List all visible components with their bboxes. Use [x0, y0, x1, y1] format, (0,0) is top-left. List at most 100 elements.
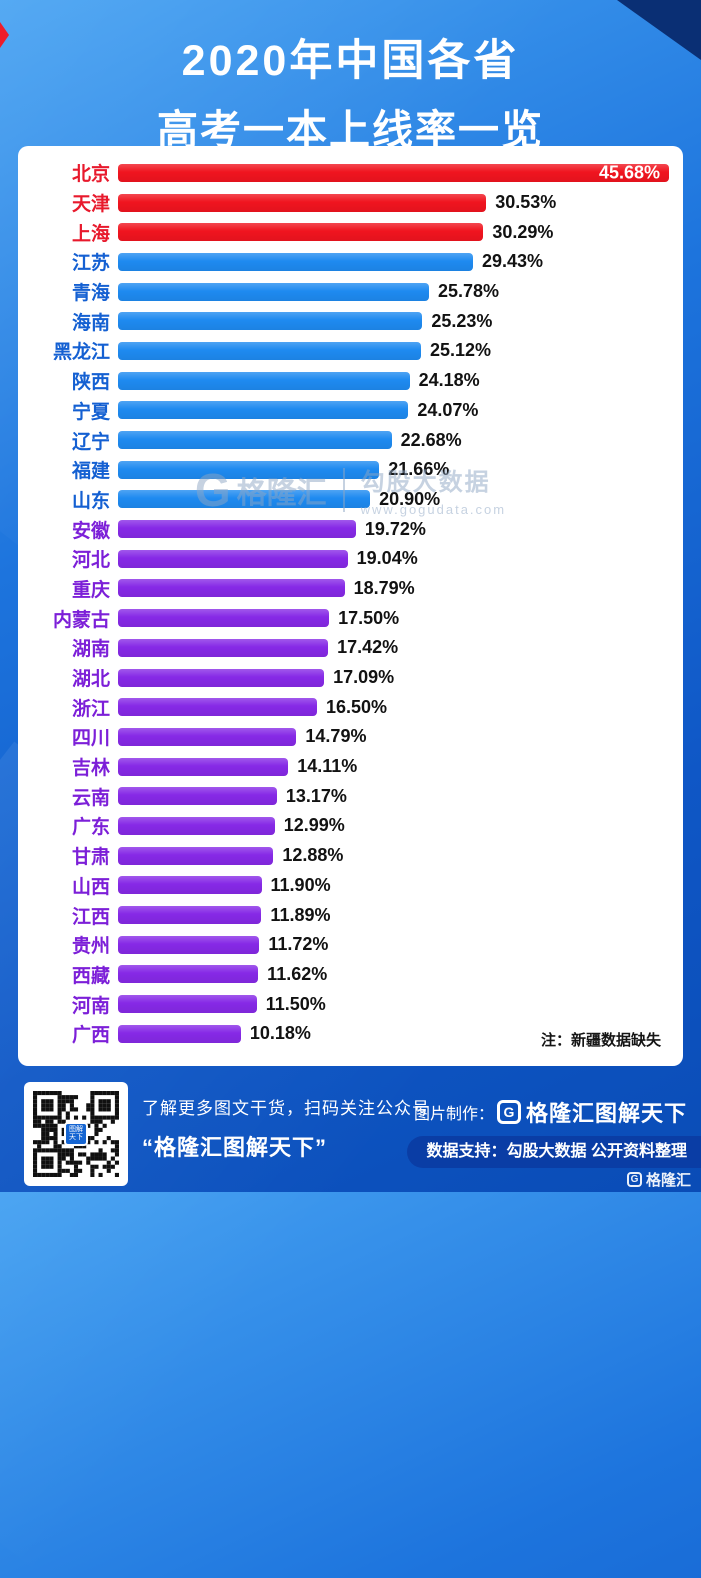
value-label: 17.42% [337, 637, 399, 658]
bar [118, 252, 473, 271]
bar-track: 10.18% [118, 1023, 669, 1044]
province-label: 河北 [71, 550, 110, 572]
chart-row: 海南 25.23% [18, 306, 683, 336]
chart-row: 内蒙古 17.50% [18, 603, 683, 633]
qr-code: 图解天下 [24, 1082, 128, 1186]
value-label: 17.09% [333, 667, 395, 688]
bar [118, 460, 380, 479]
bar [118, 549, 348, 568]
province-label: 重庆 [71, 579, 110, 601]
province-label: 海南 [71, 312, 110, 334]
bar-track: 29.43% [118, 251, 669, 272]
province-label: 安徽 [71, 520, 110, 542]
province-label: 山东 [71, 490, 110, 512]
bar [118, 609, 330, 628]
bar [118, 787, 277, 806]
chart-row: 天津 30.53% [18, 188, 683, 218]
qr-center-logo: 图解天下 [64, 1122, 88, 1146]
value-label: 11.90% [270, 874, 331, 895]
bar-track: 14.79% [118, 726, 669, 747]
chart-row: 安徽 19.72% [18, 514, 683, 544]
bar [118, 935, 260, 954]
bar [118, 638, 329, 657]
bar [118, 846, 274, 865]
value-label: 14.79% [305, 726, 367, 747]
bar-track: 11.62% [118, 964, 669, 985]
qr-caption-brand: “格隆汇图解天下” [142, 1135, 328, 1160]
bar [118, 371, 410, 390]
chart-row: 广东 12.99% [18, 811, 683, 841]
value-label: 12.99% [283, 815, 345, 836]
value-label: 10.18% [249, 1023, 311, 1044]
qr-caption-line1: 了解更多图文干货，扫码关注公众号 [142, 1099, 430, 1118]
chart-row: 云南 13.17% [18, 781, 683, 811]
chart-row: 湖南 17.42% [18, 633, 683, 663]
value-label: 24.18% [418, 370, 480, 391]
value-label: 16.50% [326, 696, 388, 717]
chart-row: 北京 45.68% [18, 158, 683, 188]
value-label: 12.88% [282, 845, 344, 866]
bar [118, 401, 409, 420]
bar [118, 995, 257, 1014]
data-support-badge: 数据支持：勾股大数据 公开资料整理 [406, 1136, 701, 1168]
chart-row: 山东 20.90% [18, 485, 683, 515]
province-label: 四川 [71, 728, 110, 750]
province-label: 上海 [71, 223, 110, 245]
province-label: 西藏 [71, 965, 110, 987]
value-label: 25.12% [429, 340, 492, 361]
province-label: 贵州 [71, 936, 110, 958]
credit-label: 图片制作： [413, 1106, 494, 1123]
bar-track: 24.07% [118, 400, 669, 421]
value-label: 19.72% [364, 518, 426, 539]
chart-row: 黑龙江 25.12% [18, 336, 683, 366]
chart-row: 宁夏 24.07% [18, 396, 683, 426]
chart-card: 北京 45.68% 天津 30.53% 上海 30.29% 江苏 29.43% 青海 25.78%… [18, 146, 683, 1066]
chart-row: 江西 11.89% [18, 900, 683, 930]
value-label: 11.50% [265, 993, 326, 1014]
qr-code-svg [33, 1091, 119, 1182]
province-label: 内蒙古 [52, 609, 110, 631]
chart-row: 甘肃 12.88% [18, 841, 683, 871]
bar [118, 490, 371, 509]
bar-track: 18.79% [118, 578, 669, 599]
bar-track: 17.50% [118, 608, 669, 629]
value-label: 11.89% [270, 904, 331, 925]
gelonghui-logo-icon: G [626, 1172, 642, 1187]
credit-line: 图片制作： G 格隆汇图解天下 [414, 1096, 687, 1128]
province-label: 天津 [71, 194, 110, 216]
bar-track: 11.90% [118, 875, 669, 896]
bar-track: 14.11% [118, 756, 669, 777]
bar [118, 876, 262, 895]
chart-row: 四川 14.79% [18, 722, 683, 752]
value-label: 25.78% [437, 281, 500, 302]
province-label: 江西 [71, 906, 110, 928]
bar-track: 17.42% [118, 637, 669, 658]
province-label: 云南 [71, 787, 110, 809]
province-label: 湖南 [71, 639, 110, 661]
bar-track: 20.90% [118, 489, 669, 510]
province-label: 吉林 [71, 758, 110, 780]
title-line-1: 2020年中国各省 [181, 37, 520, 85]
chart-row: 西藏 11.62% [18, 960, 683, 990]
value-label: 45.68% [598, 162, 660, 183]
bar [118, 965, 259, 984]
bar [118, 1024, 241, 1043]
chart-row: 河南 11.50% [18, 989, 683, 1019]
corner-accent-red [0, 22, 9, 48]
bar-track: 24.18% [118, 370, 669, 391]
province-label: 黑龙江 [52, 342, 110, 364]
qr-caption: 了解更多图文干货，扫码关注公众号 “格隆汇图解天下” [142, 1094, 430, 1162]
province-label: 甘肃 [71, 847, 110, 869]
value-label: 20.90% [379, 488, 441, 509]
bar: 45.68% [118, 162, 669, 183]
bar [118, 431, 392, 450]
corner-logo-text: 格隆汇 [645, 1172, 691, 1189]
chart-row: 辽宁 22.68% [18, 425, 683, 455]
bar-track: 25.12% [118, 340, 669, 361]
chart-row: 青海 25.78% [18, 277, 683, 307]
chart-row: 广西 10.18% [18, 1019, 683, 1049]
province-label: 广东 [71, 817, 110, 839]
bar [118, 282, 429, 301]
value-label: 30.29% [492, 221, 554, 242]
province-label: 北京 [71, 164, 110, 186]
